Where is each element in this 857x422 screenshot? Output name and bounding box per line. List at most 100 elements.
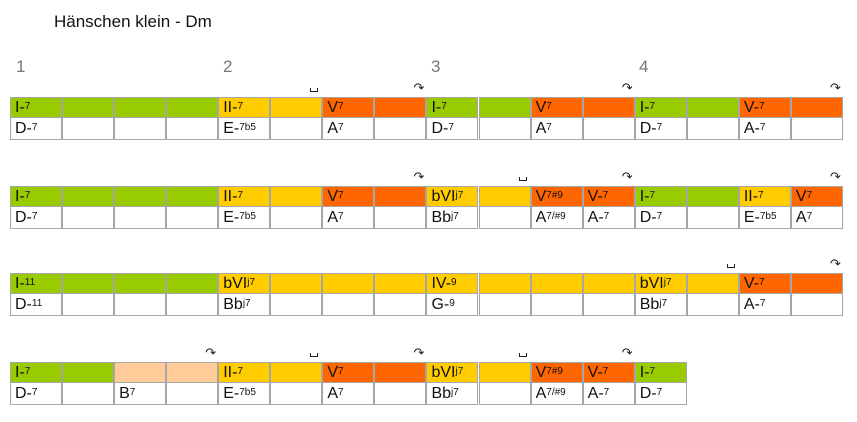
beat-cell[interactable] (478, 353, 531, 405)
chord-base: A (327, 120, 339, 137)
chord-extension: 7 (31, 387, 38, 398)
chord-extension: 7 (338, 211, 344, 222)
beat-cell[interactable] (686, 186, 739, 229)
chord-extension: 7 (602, 366, 609, 377)
chord-extension: 7 (24, 190, 31, 201)
beat-cell[interactable]: ↷ (374, 170, 427, 229)
function-cell: I-7 (634, 186, 687, 207)
bracket-icon (310, 88, 319, 92)
chord-cell: E-7b5 (738, 207, 791, 229)
beat-cell[interactable]: bVIj7 Bbj7 (426, 362, 479, 405)
beat-cell[interactable] (270, 273, 323, 316)
beat-cell[interactable]: V7 A7 (530, 97, 583, 140)
chord-extension: 7 (338, 366, 344, 377)
beat-cell[interactable]: IV-9 G-9 (426, 273, 479, 316)
beat-cell[interactable]: ↷ (374, 81, 427, 140)
beat-cell[interactable] (114, 97, 167, 140)
beat-cell[interactable]: ↷ (790, 81, 843, 140)
beat-cell[interactable]: II-7 E-7b5 (218, 362, 271, 405)
beat-cell[interactable]: I-11 D-11 (10, 273, 62, 316)
chord-cell: A7 (322, 383, 375, 405)
function-cell (322, 273, 375, 294)
chord-cell: Bbj7 (218, 294, 271, 316)
beat-cell[interactable]: II-7 E-7b5 (218, 97, 271, 140)
beat-cell[interactable]: II-7 E-7b5 (218, 186, 271, 229)
beat-cell[interactable] (322, 273, 375, 316)
function-cell (270, 273, 323, 294)
chord-cell (270, 294, 323, 316)
function-cell (114, 97, 167, 118)
beat-cell[interactable]: ↷ (166, 346, 219, 405)
beat-cell[interactable]: V7#9 A7/#9 (530, 186, 583, 229)
beat-cell[interactable] (166, 186, 219, 229)
beat-cell[interactable] (62, 362, 115, 405)
beat-cell[interactable]: B7 (114, 362, 167, 405)
chord-extension: 11 (31, 298, 43, 309)
beat-cell[interactable]: V7 A7 (322, 362, 375, 405)
beat-cell[interactable] (62, 273, 115, 316)
beat-cell[interactable] (62, 97, 115, 140)
beat-cell[interactable] (686, 97, 739, 140)
beat-cell[interactable]: bVIj7 Bbj7 (426, 186, 479, 229)
beat-cell[interactable]: V-7 A-7 (738, 273, 791, 316)
beat-cell[interactable] (582, 273, 635, 316)
beat-cell[interactable]: II-7 E-7b5 (738, 186, 791, 229)
beat-cell[interactable] (686, 264, 739, 316)
beat-cell[interactable]: V7 A7 (322, 186, 375, 229)
chord-cell (270, 207, 323, 229)
function-cell (582, 273, 635, 294)
chord-cell: D-7 (10, 383, 62, 405)
chord-extension: 7#9 (546, 190, 563, 201)
tie-arc-icon: ↷ (829, 169, 841, 184)
beat-cell[interactable] (478, 177, 531, 229)
beat-cell[interactable]: V-7 A-7 ↷ (582, 170, 635, 229)
beat-cell[interactable]: I-7 D-7 (10, 97, 62, 140)
beat-cell[interactable] (374, 273, 427, 316)
beat-cell[interactable]: I-7 D-7 (10, 362, 62, 405)
beat-cell[interactable] (114, 186, 167, 229)
beat-cell[interactable] (166, 273, 219, 316)
chord-base: V (535, 364, 547, 381)
beat-cell[interactable] (530, 273, 583, 316)
chord-extension: 7 (237, 190, 244, 201)
beat-cell[interactable]: I-7 D-7 (634, 186, 687, 229)
beat-cell[interactable] (478, 273, 531, 316)
function-cell: V-7 (582, 186, 635, 207)
function-cell: II-7 (218, 362, 271, 383)
chord-extension: 7 (448, 122, 454, 133)
beat-cell[interactable] (270, 353, 323, 405)
function-cell (166, 273, 219, 294)
beat-cell[interactable]: I-7 D-7 (426, 97, 479, 140)
function-cell (478, 97, 531, 118)
beat-cell[interactable]: V-7 A-7 ↷ (582, 346, 635, 405)
beat-cell[interactable] (114, 273, 167, 316)
beat-cell[interactable] (478, 97, 531, 140)
beat-cell[interactable]: V7 A7 (322, 97, 375, 140)
beat-cell[interactable]: V7 A7 ↷ (790, 170, 843, 229)
beat-cell[interactable]: ↷ (582, 81, 635, 140)
function-cell: bVIj7 (634, 273, 687, 294)
beat-cell[interactable]: V7#9 A7/#9 (530, 362, 583, 405)
chord-base: A- (743, 120, 760, 137)
chord-extension: 7#9 (546, 366, 563, 377)
measure-number: 2 (223, 57, 233, 76)
beat-cell[interactable] (270, 88, 323, 140)
function-cell: V7#9 (530, 186, 583, 207)
beat-cell[interactable]: I-7 D-7 (634, 362, 687, 405)
beat-cell[interactable]: I-7 D-7 (634, 97, 687, 140)
beat-cell[interactable] (270, 186, 323, 229)
chord-extension: 7 (129, 387, 136, 398)
beat-cell[interactable] (62, 186, 115, 229)
function-cell (790, 273, 843, 294)
beat-cell[interactable]: bVIj7 Bbj7 (634, 273, 687, 316)
beat-cell[interactable]: ↷ (374, 346, 427, 405)
chord-cell: D-7 (634, 383, 687, 405)
beat-cell[interactable]: V-7 A-7 (738, 97, 791, 140)
chord-cell (114, 207, 167, 229)
beat-cell[interactable]: bVIj7 Bbj7 (218, 273, 271, 316)
chord-base: V- (743, 99, 759, 116)
beat-cell[interactable] (166, 97, 219, 140)
chord-base: I- (15, 99, 25, 116)
beat-cell[interactable]: I-7 D-7 (10, 186, 62, 229)
beat-cell[interactable]: ↷ (790, 257, 843, 316)
